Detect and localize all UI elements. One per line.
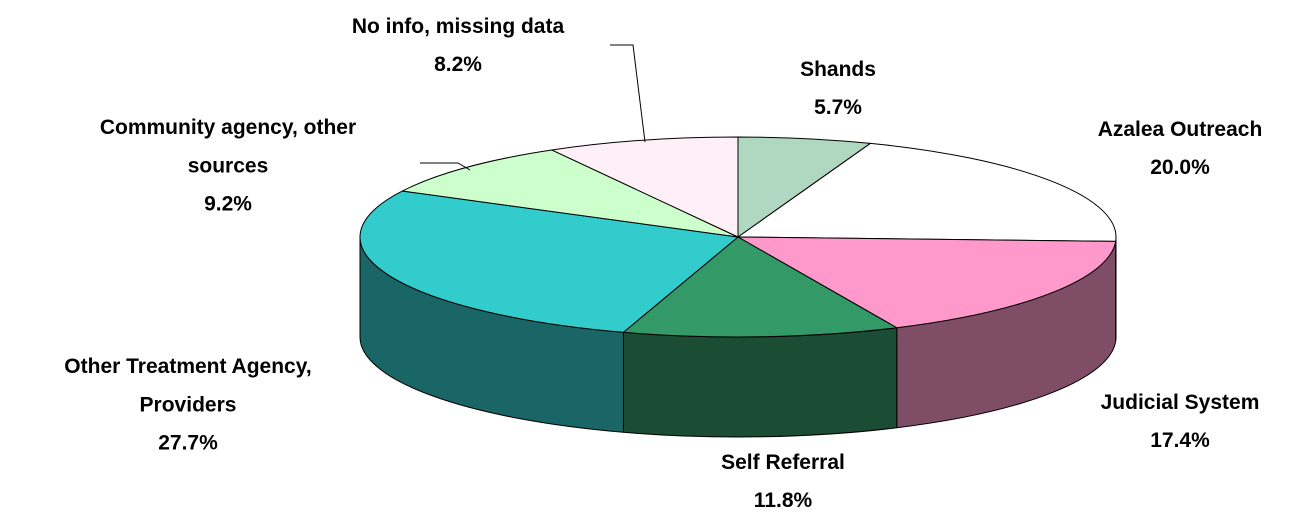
category-label: Other Treatment Agency, Providers — [64, 355, 311, 417]
category-label: No info, missing data — [352, 15, 565, 38]
category-label: Azalea Outreach — [1098, 118, 1263, 141]
pie-slice — [737, 136, 872, 238]
pie-slice — [622, 236, 898, 338]
value-label: 5.7% — [814, 96, 862, 119]
pie-slice — [737, 142, 1117, 242]
labels: Shands 5.7% Azalea Outreach 20.0% Judicial S… — [64, 15, 1262, 513]
leader-line — [610, 44, 646, 143]
category-label: Community agency, other sources — [100, 116, 356, 178]
pie-side — [622, 327, 898, 438]
category-label: Self Referral — [721, 451, 845, 474]
pie-sides — [359, 236, 1117, 438]
value-label: 17.4% — [1150, 429, 1210, 452]
leader-line — [420, 162, 471, 171]
value-label: 27.7% — [158, 432, 218, 455]
pie-slice — [551, 136, 739, 238]
value-label: 20.0% — [1150, 156, 1210, 179]
pie-tops — [359, 136, 1117, 338]
value-label: 11.8% — [754, 489, 813, 512]
category-label: Judicial System — [1101, 391, 1260, 414]
pie-slice — [359, 190, 739, 333]
value-label: 9.2% — [204, 193, 252, 216]
category-label: Shands — [800, 58, 876, 81]
value-label: 8.2% — [434, 53, 482, 76]
pie-slice — [737, 236, 1117, 329]
